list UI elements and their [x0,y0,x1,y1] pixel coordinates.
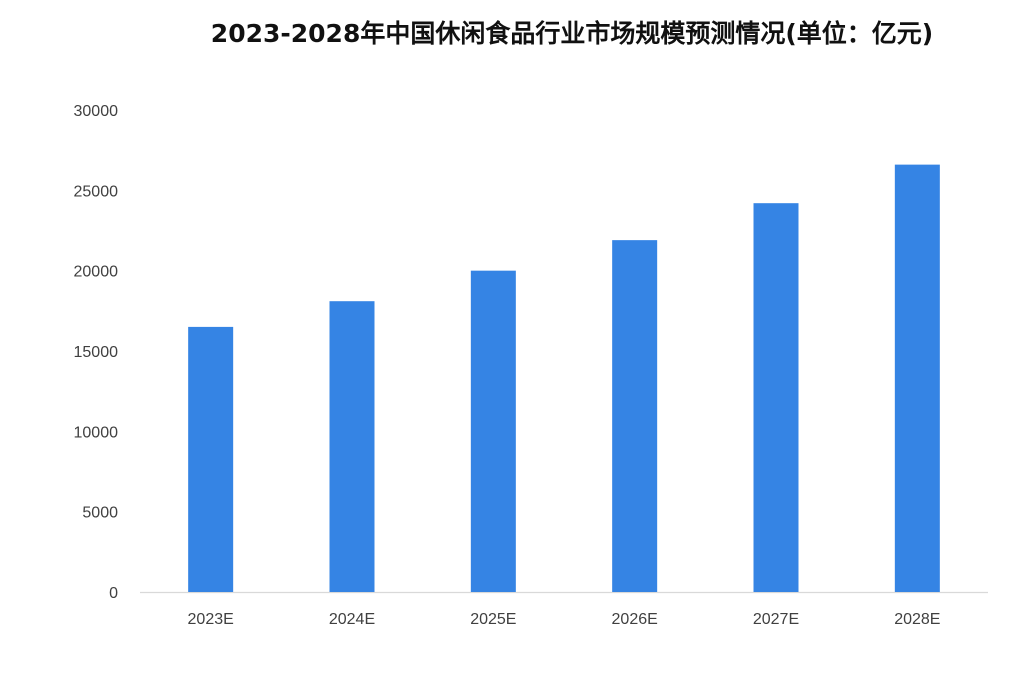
bar-2026E [612,240,658,592]
bar-2023E [188,326,234,592]
x-tick-label: 2025E [470,611,516,628]
bar-2027E [753,203,799,593]
y-tick-label: 30000 [74,103,119,120]
bar-2028E [894,164,940,593]
bar-2024E [329,301,375,592]
y-tick-label: 5000 [82,505,118,522]
y-tick-label: 20000 [74,264,119,281]
x-tick-label: 2024E [329,611,375,628]
y-tick-label: 25000 [74,183,119,200]
y-tick-label: 0 [109,585,118,602]
y-tick-label: 15000 [74,344,119,361]
x-tick-label: 2028E [894,611,940,628]
bar-2025E [470,270,516,592]
x-tick-label: 2023E [188,611,234,628]
x-tick-label: 2027E [753,611,799,628]
x-tick-label: 2026E [612,611,658,628]
y-tick-label: 10000 [74,424,119,441]
chart-title: 2023-2028年中国休闲食品行业市场规模预测情况(单位：亿元) [210,19,934,48]
